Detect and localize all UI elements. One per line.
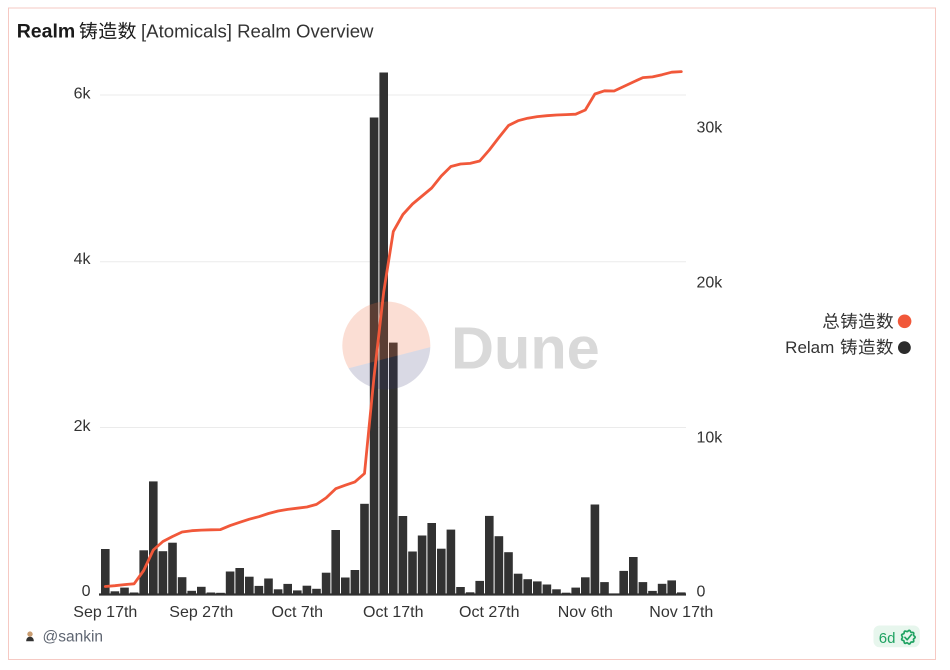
svg-text:30k: 30k xyxy=(697,119,724,136)
svg-text:[Atomicals] Realm Overview: [Atomicals] Realm Overview xyxy=(141,20,374,41)
svg-text:6d: 6d xyxy=(879,630,896,647)
svg-text:Realm: Realm xyxy=(17,20,76,42)
svg-text:Relam: Relam xyxy=(785,338,834,357)
svg-text:10k: 10k xyxy=(697,430,724,447)
svg-text:@sankin: @sankin xyxy=(43,629,104,646)
svg-text:0: 0 xyxy=(82,583,91,600)
svg-text:6k: 6k xyxy=(74,86,92,103)
svg-text:Sep 17th: Sep 17th xyxy=(73,604,137,621)
svg-text:2k: 2k xyxy=(74,418,92,435)
svg-text:Sep 27th: Sep 27th xyxy=(169,604,233,621)
svg-text:4k: 4k xyxy=(74,251,92,268)
svg-text:Oct 17th: Oct 17th xyxy=(363,604,423,621)
svg-text:0: 0 xyxy=(697,584,706,601)
svg-text:Oct 7th: Oct 7th xyxy=(272,604,324,621)
svg-text:Nov 17th: Nov 17th xyxy=(649,604,713,621)
svg-text:Nov 6th: Nov 6th xyxy=(558,604,613,621)
svg-text:20k: 20k xyxy=(697,275,724,292)
svg-text:Oct 27th: Oct 27th xyxy=(459,604,519,621)
svg-text:Dune: Dune xyxy=(451,314,600,381)
